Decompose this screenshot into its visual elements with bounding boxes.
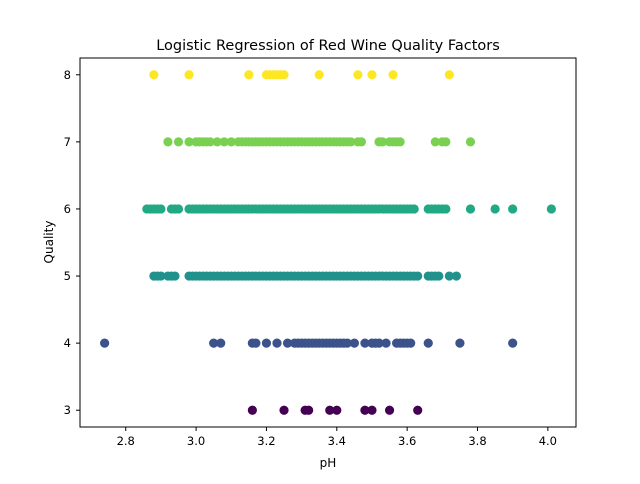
data-point: [413, 405, 423, 415]
data-point: [342, 338, 352, 348]
data-point: [423, 338, 433, 348]
data-point: [251, 338, 261, 348]
x-tick-label: 3.6: [398, 434, 416, 448]
x-tick-label: 3.2: [257, 434, 275, 448]
data-point: [409, 204, 419, 214]
data-point: [377, 137, 388, 147]
data-point: [441, 137, 451, 147]
data-point: [100, 338, 110, 348]
data-point: [184, 70, 194, 80]
data-point: [163, 137, 173, 147]
data-point: [156, 271, 166, 281]
data-point: [367, 70, 377, 80]
data-point: [349, 338, 359, 348]
data-point: [381, 338, 391, 348]
x-tick-label: 4.0: [539, 434, 557, 448]
data-point: [360, 338, 370, 348]
x-tick-label: 3.0: [187, 434, 205, 448]
data-point: [406, 338, 416, 348]
data-point: [219, 137, 229, 147]
x-tick-label: 3.4: [328, 434, 346, 448]
data-point: [430, 137, 440, 147]
data-point: [332, 405, 342, 415]
data-point: [226, 137, 236, 147]
data-point: [465, 137, 476, 147]
data-point: [156, 204, 166, 214]
chart-title: Logistic Regression of Red Wine Quality …: [156, 38, 500, 54]
data-point: [216, 338, 226, 348]
data-points: [100, 70, 556, 415]
data-point: [205, 137, 215, 147]
data-point: [508, 204, 518, 214]
y-tick-label: 5: [64, 269, 71, 283]
data-point: [395, 137, 405, 147]
x-axis-label: pH: [320, 456, 337, 470]
x-axis-ticks: 2.8 3.0 3.2 3.4 3.6 3.8 4.0: [117, 427, 557, 448]
data-point: [360, 405, 370, 415]
data-point: [279, 70, 289, 80]
data-point: [455, 338, 465, 348]
data-point: [149, 70, 159, 80]
data-point: [441, 204, 451, 214]
data-point: [173, 137, 184, 147]
data-point: [465, 204, 476, 214]
data-point: [388, 70, 398, 80]
data-point: [413, 271, 423, 281]
data-point: [282, 338, 293, 348]
data-point: [247, 405, 257, 415]
data-point: [451, 271, 461, 281]
plot-area-frame: [79, 57, 577, 428]
data-point: [261, 338, 272, 348]
data-point: [209, 338, 219, 348]
data-point: [325, 405, 335, 415]
y-tick-label: 4: [64, 336, 71, 350]
data-point: [508, 338, 518, 348]
data-point: [272, 338, 282, 348]
data-point: [444, 70, 454, 80]
data-point: [279, 405, 289, 415]
data-point: [314, 70, 324, 80]
data-point: [444, 271, 454, 281]
data-point: [374, 338, 384, 348]
data-point: [184, 137, 194, 147]
data-point: [384, 405, 395, 415]
y-tick-label: 7: [64, 135, 71, 149]
data-point: [244, 70, 254, 80]
data-point: [173, 204, 184, 214]
y-tick-label: 6: [64, 202, 71, 216]
data-point: [356, 137, 367, 147]
x-tick-label: 2.8: [117, 434, 135, 448]
data-point: [353, 70, 363, 80]
data-point: [367, 405, 377, 415]
data-point: [304, 405, 314, 415]
data-point: [490, 204, 500, 214]
data-point: [212, 137, 222, 147]
y-tick-label: 8: [64, 68, 71, 82]
data-point: [170, 271, 180, 281]
x-tick-label: 3.8: [468, 434, 486, 448]
data-point: [346, 137, 356, 147]
y-tick-label: 3: [64, 403, 71, 417]
y-axis-ticks: 3 4 5 6 7 8: [64, 68, 80, 417]
data-point: [434, 271, 444, 281]
data-point: [546, 204, 556, 214]
y-axis-label: Quality: [42, 221, 56, 264]
